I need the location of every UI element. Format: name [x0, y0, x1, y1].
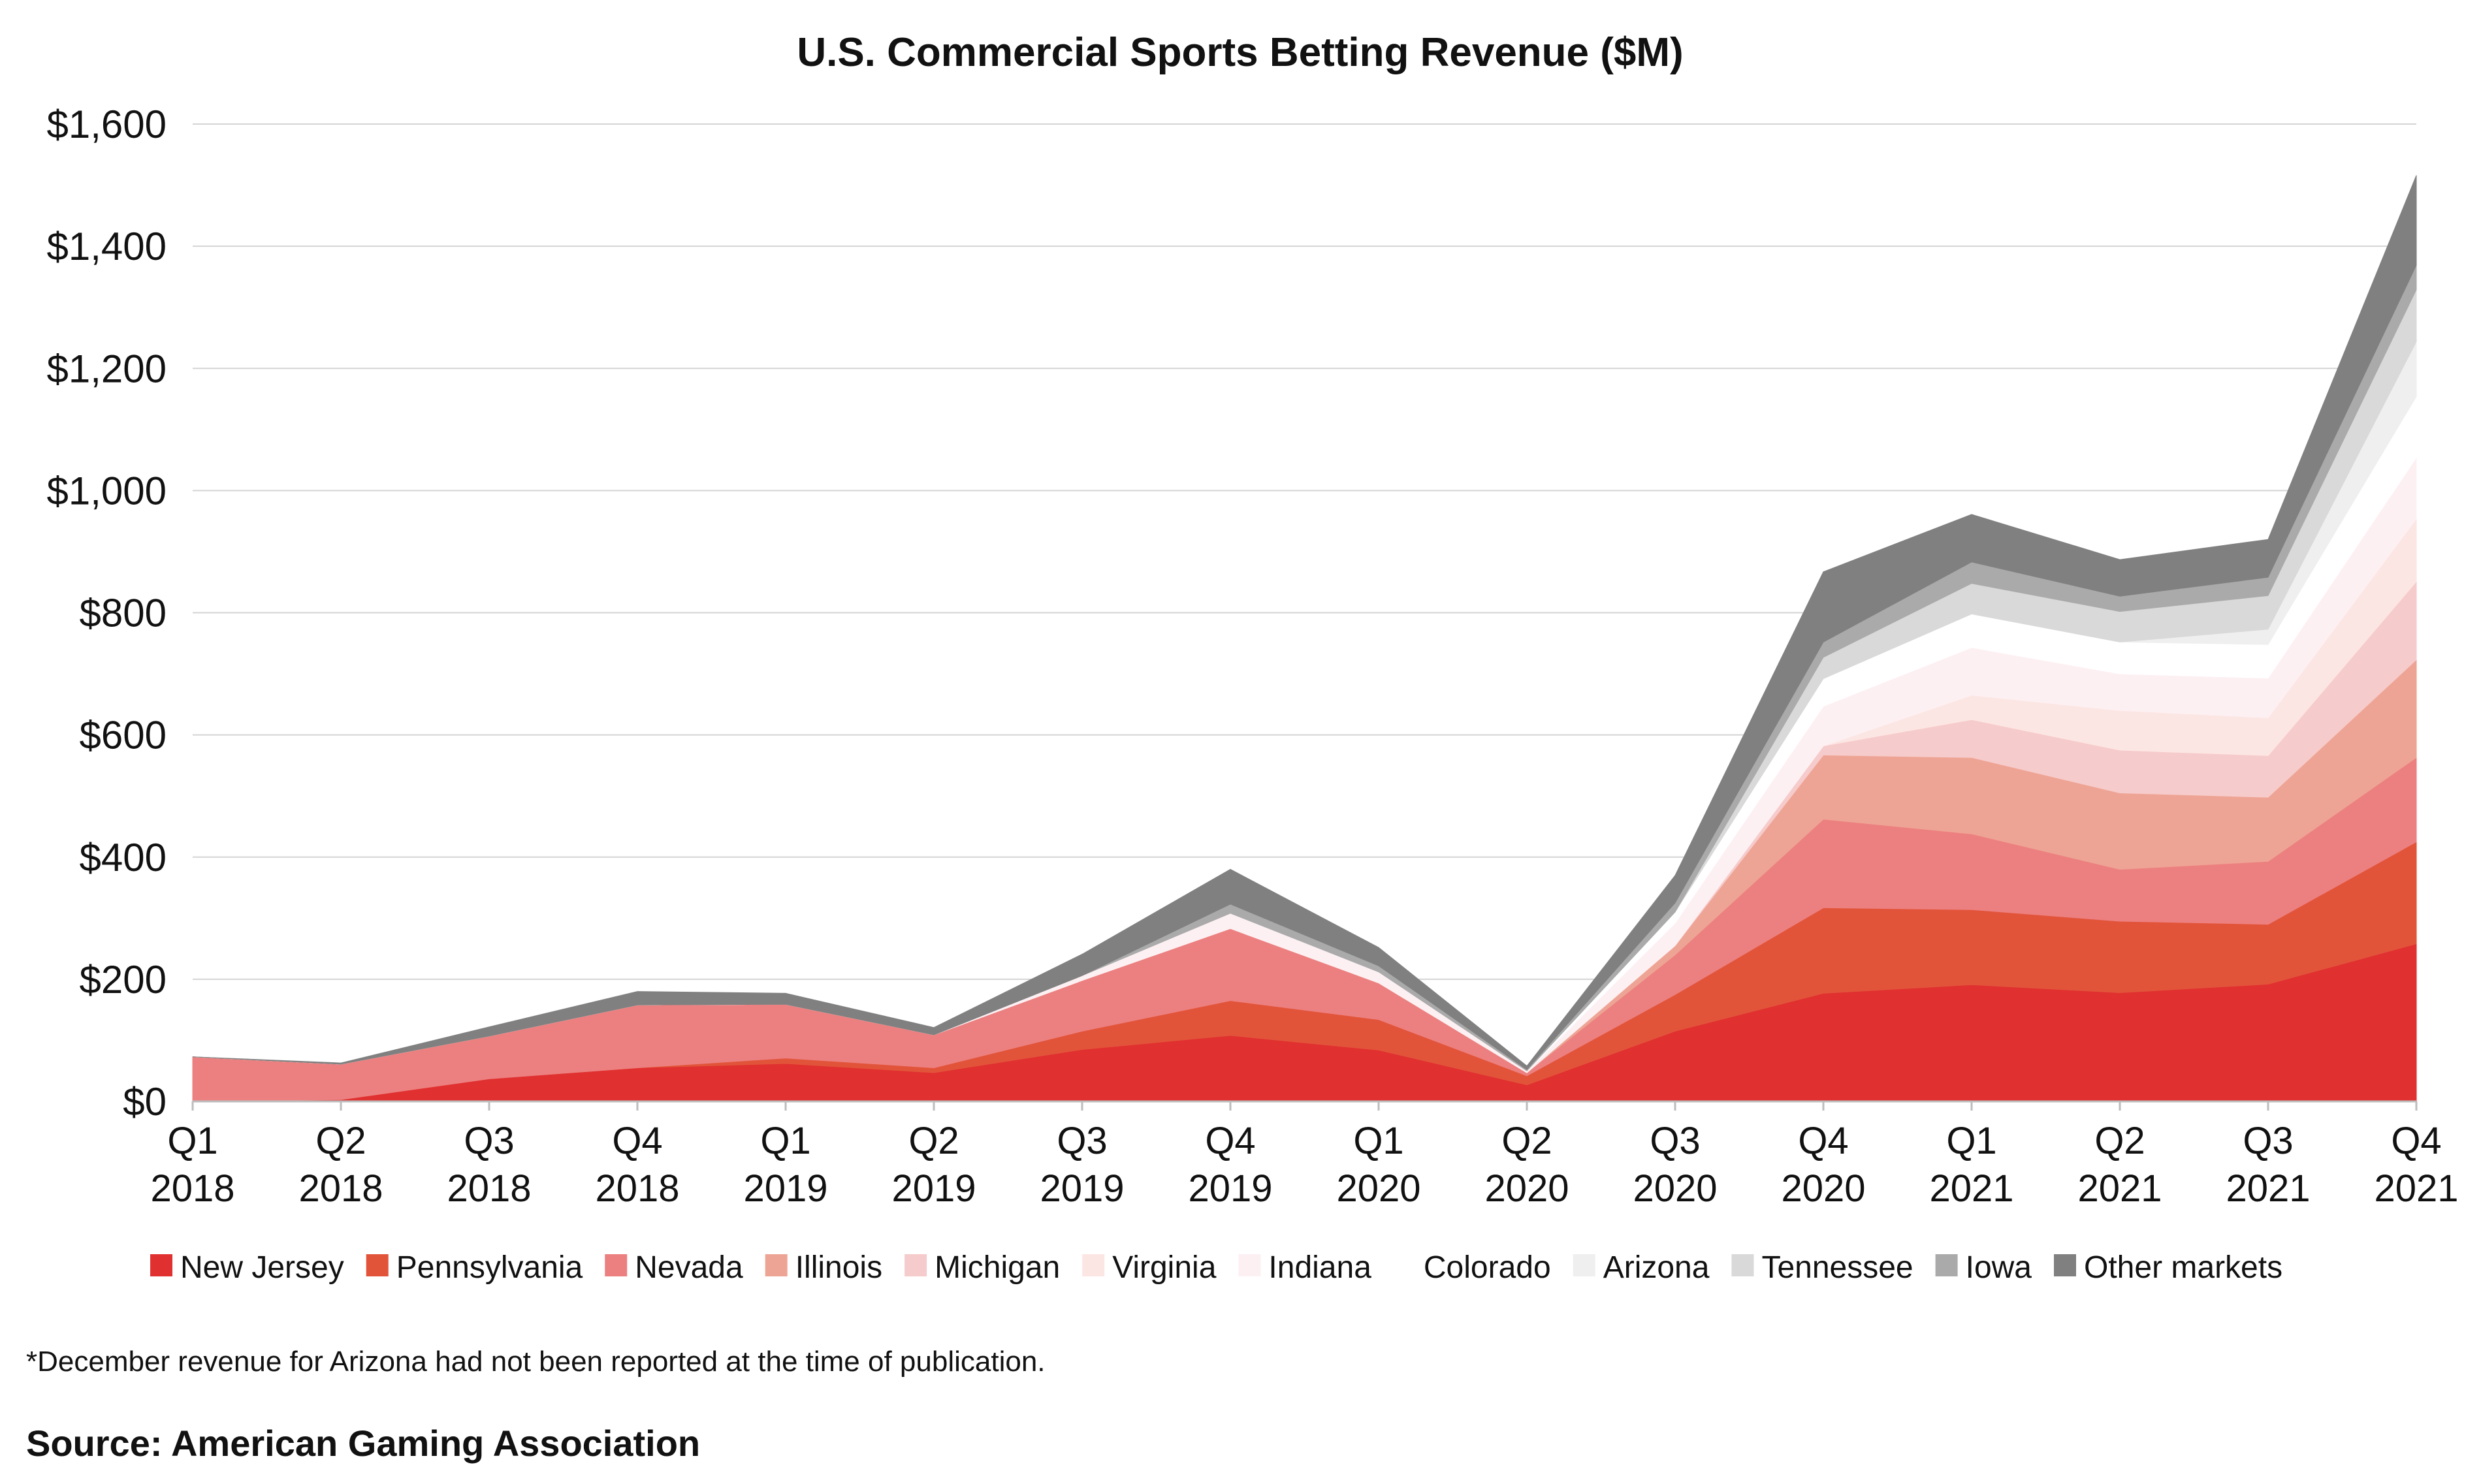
- legend-item-iowa: Iowa: [1935, 1250, 2032, 1285]
- x-tick-label-year: 2021: [2374, 1167, 2458, 1210]
- y-tick-label: $400: [80, 836, 167, 879]
- legend: New Jersey Pennsylvania Nevada Illinois Mich…: [150, 1250, 2282, 1285]
- legend-label: Illinois: [795, 1250, 882, 1285]
- series-areas: [192, 175, 2417, 1102]
- x-tick-label-year: 2021: [2226, 1167, 2310, 1210]
- x-tick-label-quarter: Q4: [2391, 1120, 2441, 1162]
- legend-item-michigan: Michigan: [904, 1250, 1060, 1285]
- y-tick-label: $600: [80, 714, 167, 757]
- legend-swatch: [1082, 1254, 1105, 1276]
- legend-item-other-markets: Other markets: [2054, 1250, 2282, 1285]
- legend-label: New Jersey: [180, 1250, 344, 1285]
- x-tick-label-quarter: Q1: [167, 1120, 217, 1162]
- x-tick-label-quarter: Q3: [1057, 1120, 1107, 1162]
- legend-swatch: [1573, 1254, 1595, 1276]
- legend-swatch: [1731, 1254, 1754, 1276]
- legend-label: Indiana: [1268, 1250, 1371, 1285]
- legend-label: Iowa: [1966, 1250, 2032, 1285]
- y-tick-label: $1,400: [46, 225, 167, 268]
- x-tick-label-quarter: Q4: [612, 1120, 662, 1162]
- legend-item-tennessee: Tennessee: [1731, 1250, 1913, 1285]
- legend-swatch: [1935, 1254, 1958, 1276]
- x-tick-label-year: 2018: [447, 1167, 531, 1210]
- legend-item-pennsylvania: Pennsylvania: [366, 1250, 583, 1285]
- x-tick-label-quarter: Q4: [1798, 1120, 1848, 1162]
- legend-label: Colorado: [1424, 1250, 1551, 1285]
- y-tick-label: $200: [80, 958, 167, 1002]
- x-tick-label-year: 2018: [150, 1167, 234, 1210]
- x-tick-label-year: 2019: [743, 1167, 827, 1210]
- x-tick-label-year: 2020: [1336, 1167, 1420, 1210]
- legend-label: Other markets: [2084, 1250, 2282, 1285]
- x-tick-label-year: 2018: [595, 1167, 679, 1210]
- x-tick-label-quarter: Q2: [315, 1120, 366, 1162]
- area-other-markets: [192, 175, 2417, 1070]
- gridlines: [193, 123, 2416, 980]
- x-tick-label-year: 2021: [1929, 1167, 2013, 1210]
- chart-footnote: *December revenue for Arizona had not be…: [26, 1346, 1046, 1378]
- legend-label: Tennessee: [1761, 1250, 1913, 1285]
- axes: $0 $200 $400 $600 $800 $1,000 $1,200 $1,400 $1,6…: [46, 103, 2458, 1210]
- y-tick-label: $800: [80, 592, 167, 635]
- legend-label: Arizona: [1603, 1250, 1710, 1285]
- legend-item-illinois: Illinois: [765, 1250, 882, 1285]
- x-tick-label-year: 2019: [1188, 1167, 1272, 1210]
- x-tick-label-quarter: Q1: [1353, 1120, 1403, 1162]
- legend-swatch: [904, 1254, 927, 1276]
- legend-item-virginia: Virginia: [1082, 1250, 1217, 1285]
- legend-swatch: [1238, 1254, 1261, 1276]
- legend-swatch: [765, 1254, 788, 1276]
- y-tick-label: $1,600: [46, 103, 167, 146]
- legend-item-arizona: Arizona: [1573, 1250, 1710, 1285]
- x-tick-label-quarter: Q4: [1205, 1120, 1255, 1162]
- x-tick-label-quarter: Q3: [2243, 1120, 2293, 1162]
- x-tick-label-quarter: Q2: [2094, 1120, 2145, 1162]
- y-tick-label: $0: [123, 1080, 167, 1124]
- legend-item-nevada: Nevada: [605, 1250, 743, 1285]
- legend-swatch: [605, 1254, 628, 1276]
- x-tick-label-quarter: Q2: [1501, 1120, 1552, 1162]
- legend-label: Michigan: [935, 1250, 1060, 1285]
- x-tick-label-year: 2020: [1484, 1167, 1569, 1210]
- legend-item-colorado: Colorado: [1393, 1250, 1551, 1285]
- legend-swatch: [1393, 1254, 1416, 1276]
- y-tick-label: $1,200: [46, 347, 167, 390]
- legend-label: Nevada: [635, 1250, 743, 1285]
- legend-item-indiana: Indiana: [1238, 1250, 1371, 1285]
- chart-source: Source: American Gaming Association: [26, 1423, 700, 1464]
- legend-label: Pennsylvania: [396, 1250, 583, 1285]
- x-tick-label-year: 2020: [1633, 1167, 1717, 1210]
- chart-title: U.S. Commercial Sports Betting Revenue (…: [797, 30, 1683, 75]
- x-tick-label-quarter: Q2: [908, 1120, 959, 1162]
- x-tick-label-year: 2019: [1040, 1167, 1124, 1210]
- x-tick-label-quarter: Q1: [760, 1120, 810, 1162]
- legend-label: Virginia: [1112, 1250, 1217, 1285]
- x-tick-label-year: 2018: [298, 1167, 383, 1210]
- x-tick-label-quarter: Q3: [464, 1120, 514, 1162]
- x-tick-label-year: 2019: [891, 1167, 976, 1210]
- y-tick-label: $1,000: [46, 469, 167, 513]
- x-tick-label-year: 2020: [1781, 1167, 1865, 1210]
- legend-swatch: [2054, 1254, 2076, 1276]
- legend-swatch: [366, 1254, 389, 1276]
- legend-swatch: [150, 1254, 172, 1276]
- legend-item-new-jersey: New Jersey: [150, 1250, 344, 1285]
- x-tick-label-quarter: Q1: [1946, 1120, 1996, 1162]
- x-tick-label-year: 2021: [2077, 1167, 2162, 1210]
- x-tick-label-quarter: Q3: [1650, 1120, 1700, 1162]
